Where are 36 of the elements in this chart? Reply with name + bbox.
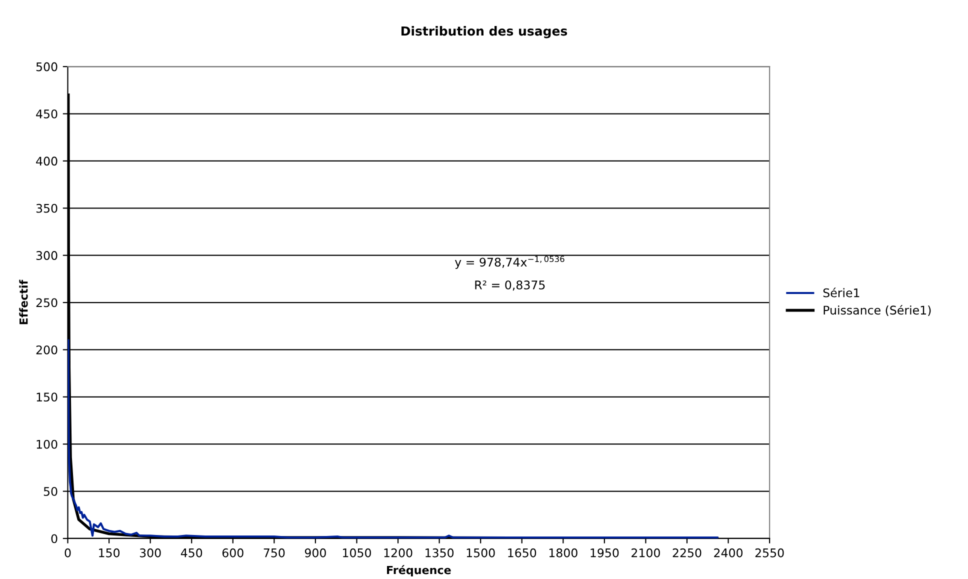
y-tick-label: 200 [36,345,58,354]
y-tick-label: 400 [36,156,58,166]
x-tick-label: 1200 [384,548,412,558]
x-tick-label: 1650 [508,548,536,558]
annotation: y = 978,74x$^{−1,0536}$ [454,256,564,269]
y-tick-label: 300 [36,251,58,260]
y-tick-label: 150 [36,392,58,402]
y-tick-label: 50 [44,487,58,496]
x-tick-label: 2400 [714,548,743,558]
y-tick-label: 0 [51,534,58,544]
legend-label: Puissance (Série1) [824,305,931,316]
annotation: R² = 0,8375 [475,280,545,291]
x-tick-label: 600 [222,548,244,558]
x-tick-label: 2250 [672,548,702,558]
x-tick-label: 1800 [549,548,578,558]
x-tick-label: 150 [99,548,120,558]
x-axis-title: Fréquence [387,565,451,576]
y-tick-label: 500 [36,62,58,72]
y-axis-title: Effectif [19,280,28,324]
x-tick-label: 450 [180,548,202,558]
x-tick-label: 900 [304,548,326,558]
x-tick-label: 0 [64,548,71,558]
x-tick-label: 2100 [632,548,660,558]
legend-label: Série1 [823,288,860,298]
x-tick-label: 2550 [755,548,784,558]
y-tick-label: 350 [36,204,58,213]
x-tick-label: 750 [264,548,285,558]
y-tick-label: 450 [36,109,58,118]
y-tick-label: 100 [36,440,58,449]
y-tick-label: 250 [36,298,58,308]
chart-title: Distribution des usages [401,26,568,38]
x-tick-label: 1050 [343,548,371,558]
x-tick-label: 1950 [590,548,619,558]
x-tick-label: 1500 [466,548,495,558]
x-tick-label: 1350 [426,548,454,558]
x-tick-label: 300 [140,548,161,558]
